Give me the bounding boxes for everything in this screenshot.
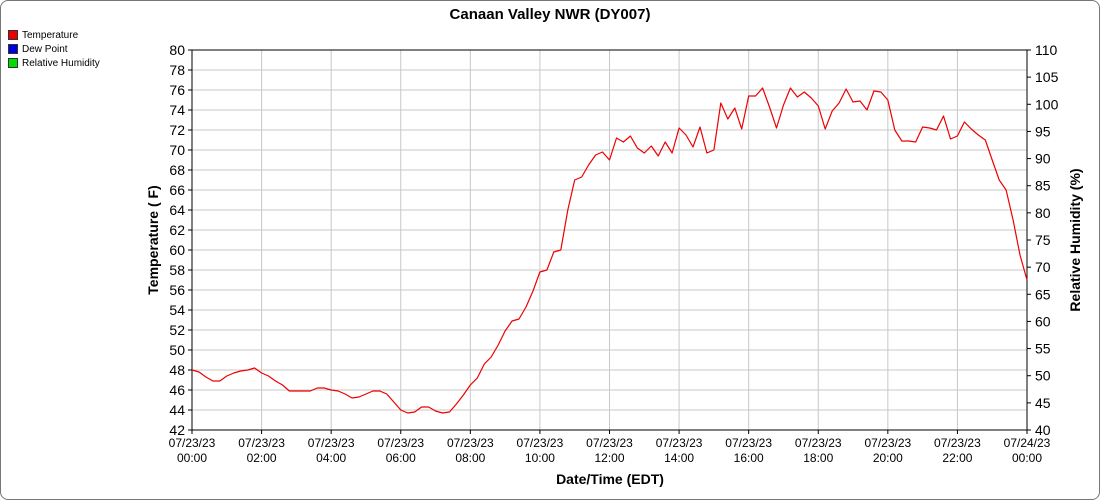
x-tick-time: 00:00 [1012,451,1042,465]
right-tick-label: 75 [1035,232,1051,248]
legend-item-temperature: Temperature [8,28,100,42]
left-tick-label: 80 [169,42,185,58]
left-tick-label: 60 [169,242,185,258]
x-tick-date: 07/23/23 [447,436,494,450]
right-tick-label: 100 [1035,96,1059,112]
y-axis-right-label: Relative Humidity (%) [1067,168,1083,311]
left-tick-label: 78 [169,62,185,78]
x-tick-date: 07/23/23 [795,436,842,450]
x-tick-time: 06:00 [386,451,416,465]
right-tick-label: 55 [1035,341,1051,357]
right-tick-label: 80 [1035,205,1051,221]
legend-swatch-relative-humidity [8,58,18,68]
x-axis-label: Date/Time (EDT) [556,471,664,487]
left-tick-label: 52 [169,322,185,338]
x-tick-date: 07/23/23 [934,436,981,450]
x-tick-time: 16:00 [734,451,764,465]
x-tick-date: 07/23/23 [864,436,911,450]
left-tick-label: 58 [169,262,185,278]
right-tick-label: 105 [1035,69,1059,85]
legend-label-temperature: Temperature [22,29,79,41]
x-tick-date: 07/23/23 [238,436,285,450]
x-tick-time: 02:00 [247,451,277,465]
series-layer [191,87,1028,414]
y-axis-left-label: Temperature ( F) [145,185,161,294]
x-tick-date: 07/23/23 [377,436,424,450]
legend-label-dew-point: Dew Point [22,43,68,55]
x-tick-time: 20:00 [873,451,903,465]
x-tick-date: 07/24/23 [1004,436,1051,450]
x-axis-ticks: 07/23/2300:0007/23/2302:0007/23/2304:000… [169,430,1051,465]
right-tick-label: 90 [1035,151,1051,167]
x-tick-time: 12:00 [594,451,624,465]
legend-item-dew-point: Dew Point [8,42,100,56]
series-line-temperature [191,87,1028,414]
left-tick-label: 66 [169,182,185,198]
left-tick-label: 72 [169,122,185,138]
left-tick-label: 54 [169,302,185,318]
x-tick-date: 07/23/23 [308,436,355,450]
x-tick-time: 10:00 [525,451,555,465]
left-tick-label: 46 [169,382,185,398]
legend-swatch-temperature [8,30,18,40]
left-tick-label: 42 [169,422,185,438]
x-tick-date: 07/23/23 [725,436,772,450]
left-tick-label: 68 [169,162,185,178]
right-tick-label: 70 [1035,259,1051,275]
right-tick-label: 50 [1035,368,1051,384]
x-tick-time: 22:00 [942,451,972,465]
left-tick-label: 48 [169,362,185,378]
left-tick-label: 64 [169,202,185,218]
right-tick-label: 65 [1035,286,1051,302]
right-tick-label: 95 [1035,123,1051,139]
chart-title: Canaan Valley NWR (DY007) [450,6,651,23]
x-tick-date: 07/23/23 [517,436,564,450]
x-tick-time: 08:00 [455,451,485,465]
left-tick-label: 70 [169,142,185,158]
left-axis-ticks: 42 44 46 48 50 52 54 56 58 60 62 64 66 68 70 72 74 76 78 80 [169,42,192,438]
x-tick-time: 00:00 [177,451,207,465]
legend-item-relative-humidity: Relative Humidity [8,56,100,70]
right-tick-label: 85 [1035,178,1051,194]
right-tick-label: 45 [1035,395,1051,411]
grid-lines [191,49,1028,431]
right-tick-label: 60 [1035,313,1051,329]
right-axis-ticks: 40 45 50 55 60 65 70 75 80 85 90 95 100 105 110 [1027,42,1059,438]
x-tick-time: 18:00 [803,451,833,465]
left-tick-label: 50 [169,342,185,358]
left-tick-label: 76 [169,82,185,98]
x-tick-time: 14:00 [664,451,694,465]
legend: Temperature Dew Point Relative Humidity [8,28,100,70]
x-tick-time: 04:00 [316,451,346,465]
right-tick-label: 110 [1035,42,1058,58]
x-tick-date: 07/23/23 [586,436,633,450]
left-tick-label: 74 [169,102,185,118]
left-tick-label: 62 [169,222,185,238]
left-tick-label: 56 [169,282,185,298]
x-tick-date: 07/23/23 [656,436,703,450]
legend-label-relative-humidity: Relative Humidity [22,57,100,69]
legend-swatch-dew-point [8,44,18,54]
left-tick-label: 44 [169,402,185,418]
x-tick-date: 07/23/23 [169,436,216,450]
right-tick-label: 40 [1035,422,1051,438]
